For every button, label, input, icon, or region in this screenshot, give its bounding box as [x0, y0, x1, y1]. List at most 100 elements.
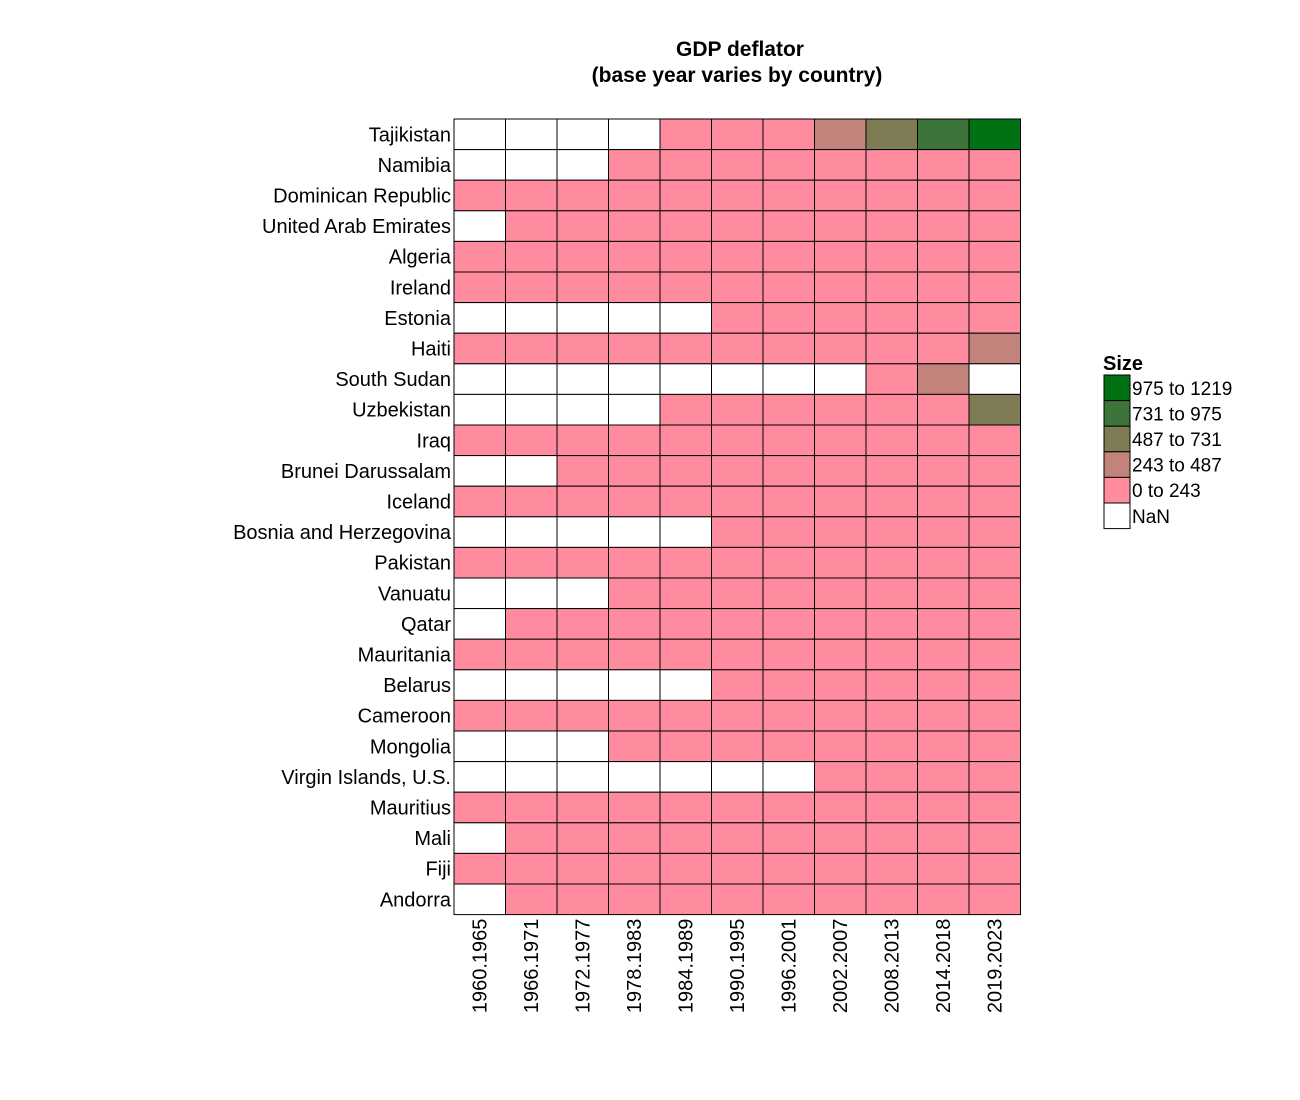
- heatmap-cell: [762, 761, 815, 793]
- heatmap-cell: [814, 302, 867, 334]
- heatmap-cell: [762, 332, 815, 365]
- heatmap-cell: [711, 149, 764, 181]
- heatmap-cell: [556, 669, 609, 701]
- heatmap-cell: [762, 699, 815, 732]
- heatmap-cell: [608, 852, 661, 885]
- y-tick-label: Haiti: [411, 339, 451, 361]
- heatmap-cell: [865, 485, 918, 518]
- heatmap-cell: [968, 332, 1021, 365]
- heatmap-cell: [453, 118, 506, 151]
- heatmap-cell: [865, 424, 918, 457]
- heatmap-cell: [453, 302, 506, 334]
- heatmap-cell: [505, 577, 558, 610]
- y-tick-label: Iceland: [387, 492, 452, 514]
- heatmap-cell: [865, 455, 918, 487]
- heatmap-cell: [762, 179, 815, 212]
- heatmap-cell: [968, 730, 1021, 763]
- heatmap-cell: [505, 424, 558, 457]
- heatmap-cell: [968, 577, 1021, 610]
- legend-swatch: [1103, 374, 1131, 402]
- chart-title-line-2: (base year varies by country): [592, 64, 883, 87]
- heatmap-cell: [711, 608, 764, 640]
- heatmap-cell: [711, 822, 764, 854]
- heatmap-cell: [453, 455, 506, 487]
- heatmap-cell: [556, 852, 609, 885]
- heatmap-cell: [968, 822, 1021, 854]
- heatmap-cell: [556, 485, 609, 518]
- heatmap-cell: [608, 424, 661, 457]
- heatmap-cell: [711, 332, 764, 365]
- heatmap-cell: [968, 424, 1021, 457]
- heatmap-cell: [917, 669, 970, 701]
- heatmap-cell: [968, 393, 1021, 426]
- x-tick-label: 1960.1965: [470, 919, 492, 1014]
- heatmap-cell: [659, 577, 712, 610]
- heatmap-cell: [865, 363, 918, 395]
- heatmap-cell: [608, 393, 661, 426]
- heatmap-cell: [968, 118, 1021, 151]
- heatmap-cell: [865, 791, 918, 824]
- heatmap-cell: [814, 852, 867, 885]
- heatmap-cell: [917, 393, 970, 426]
- heatmap-cell: [505, 149, 558, 181]
- heatmap-cell: [814, 638, 867, 671]
- heatmap-cell: [762, 210, 815, 242]
- heatmap-cell: [711, 883, 764, 916]
- heatmap-cell: [968, 883, 1021, 916]
- heatmap-cell: [711, 730, 764, 763]
- heatmap-cell: [659, 883, 712, 916]
- heatmap-cell: [865, 302, 918, 334]
- heatmap-cell: [814, 393, 867, 426]
- heatmap-cell: [865, 730, 918, 763]
- heatmap-cell: [917, 240, 970, 273]
- heatmap-cell: [917, 271, 970, 304]
- heatmap-cell: [711, 852, 764, 885]
- heatmap-cell: [608, 608, 661, 640]
- y-tick-label: Estonia: [384, 308, 452, 330]
- y-tick-label: Fiji: [425, 859, 451, 881]
- y-tick-label: Cameroon: [358, 706, 451, 728]
- y-tick-label: United Arab Emirates: [262, 216, 451, 238]
- heatmap-cell: [917, 852, 970, 885]
- heatmap-cell: [659, 332, 712, 365]
- legend-label: 975 to 1219: [1132, 379, 1232, 400]
- heatmap-cell: [711, 699, 764, 732]
- heatmap-cell: [865, 271, 918, 304]
- heatmap-cell: [968, 699, 1021, 732]
- heatmap-cell: [711, 424, 764, 457]
- legend-swatch: [1103, 400, 1131, 427]
- x-tick-label: 1972.1977: [573, 919, 595, 1014]
- heatmap-cell: [556, 271, 609, 304]
- heatmap-cell: [659, 455, 712, 487]
- heatmap-cell: [814, 577, 867, 610]
- heatmap-cell: [814, 669, 867, 701]
- heatmap-cell: [505, 608, 558, 640]
- heatmap-cell: [659, 608, 712, 640]
- heatmap-cell: [556, 149, 609, 181]
- heatmap-cell: [556, 393, 609, 426]
- x-axis-labels: 1960.1965 1966.1971 1972.1977 1978.1983 1984…: [470, 919, 1007, 1014]
- heatmap-cell: [505, 271, 558, 304]
- heatmap-cell: [814, 791, 867, 824]
- y-tick-label: Ireland: [390, 277, 451, 299]
- heatmap-cell: [968, 149, 1021, 181]
- heatmap-cell: [968, 240, 1021, 273]
- heatmap-cell: [711, 118, 764, 151]
- heatmap-cell: [608, 455, 661, 487]
- heatmap-cell: [762, 393, 815, 426]
- heatmap-cell: [711, 210, 764, 242]
- heatmap-cell: [814, 516, 867, 548]
- heatmap-cell: [659, 424, 712, 457]
- legend-label: 0 to 243: [1132, 481, 1201, 502]
- x-tick-label: 1978.1983: [624, 919, 646, 1014]
- y-tick-label: Iraq: [417, 430, 451, 452]
- heatmap-cell: [453, 608, 506, 640]
- heatmap-cell: [814, 179, 867, 212]
- legend-swatch: [1103, 502, 1131, 530]
- heatmap-cell: [814, 210, 867, 242]
- heatmap-cell: [556, 883, 609, 916]
- heatmap-cell: [865, 761, 918, 793]
- legend-title: Size: [1103, 353, 1143, 375]
- heatmap-cell: [711, 546, 764, 579]
- heatmap-cell: [608, 271, 661, 304]
